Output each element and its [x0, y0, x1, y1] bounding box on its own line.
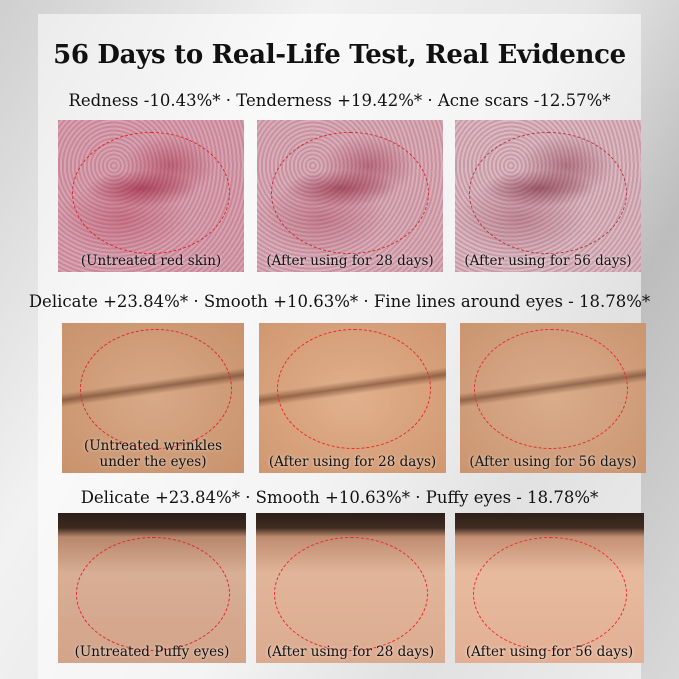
caption: (After using for 56 days): [464, 253, 632, 269]
caption: (After using for 28 days): [266, 644, 435, 660]
caption: (Untreated wrinkles under the eyes): [83, 438, 223, 470]
row2-subtitle: Delicate +23.84%* · Smooth +10.63%* · Fi…: [28, 292, 651, 311]
row1-subtitle: Redness -10.43%* · Tenderness +19.42%* ·…: [68, 91, 611, 110]
wrinkles-28-days-photo: (After using for 28 days): [259, 323, 446, 473]
redness-56-days-photo: (After using for 56 days): [455, 120, 641, 272]
highlight-circle: [473, 537, 627, 651]
wrinkles-56-days-photo: (After using for 56 days): [460, 323, 646, 473]
highlight-circle: [274, 537, 428, 651]
highlight-circle: [277, 329, 431, 449]
highlight-circle: [80, 329, 232, 449]
highlight-circle: [72, 132, 230, 254]
caption: (Untreated red skin): [80, 253, 222, 269]
caption: (After using for 56 days): [465, 644, 634, 660]
row3-subtitle: Delicate +23.84%* · Smooth +10.63%* · Pu…: [80, 488, 599, 507]
puffy-eyes-28-days-photo: (After using for 28 days): [256, 513, 445, 663]
page-title: 56 Days to Real-Life Test, Real Evidence: [53, 40, 626, 70]
redness-28-days-photo: (After using for 28 days): [257, 120, 443, 272]
caption: (After using for 56 days): [469, 454, 637, 470]
redness-untreated-photo: (Untreated red skin): [58, 120, 244, 272]
highlight-circle: [76, 537, 230, 651]
highlight-circle: [469, 132, 627, 254]
highlight-circle: [474, 329, 628, 449]
highlight-circle: [271, 132, 429, 254]
caption: (After using for 28 days): [268, 454, 437, 470]
wrinkles-untreated-photo: (Untreated wrinkles under the eyes): [62, 323, 244, 473]
puffy-eyes-56-days-photo: (After using for 56 days): [455, 513, 644, 663]
caption: (Untreated Puffy eyes): [74, 644, 230, 660]
caption: (After using for 28 days): [266, 253, 434, 269]
puffy-eyes-untreated-photo: (Untreated Puffy eyes): [58, 513, 246, 663]
